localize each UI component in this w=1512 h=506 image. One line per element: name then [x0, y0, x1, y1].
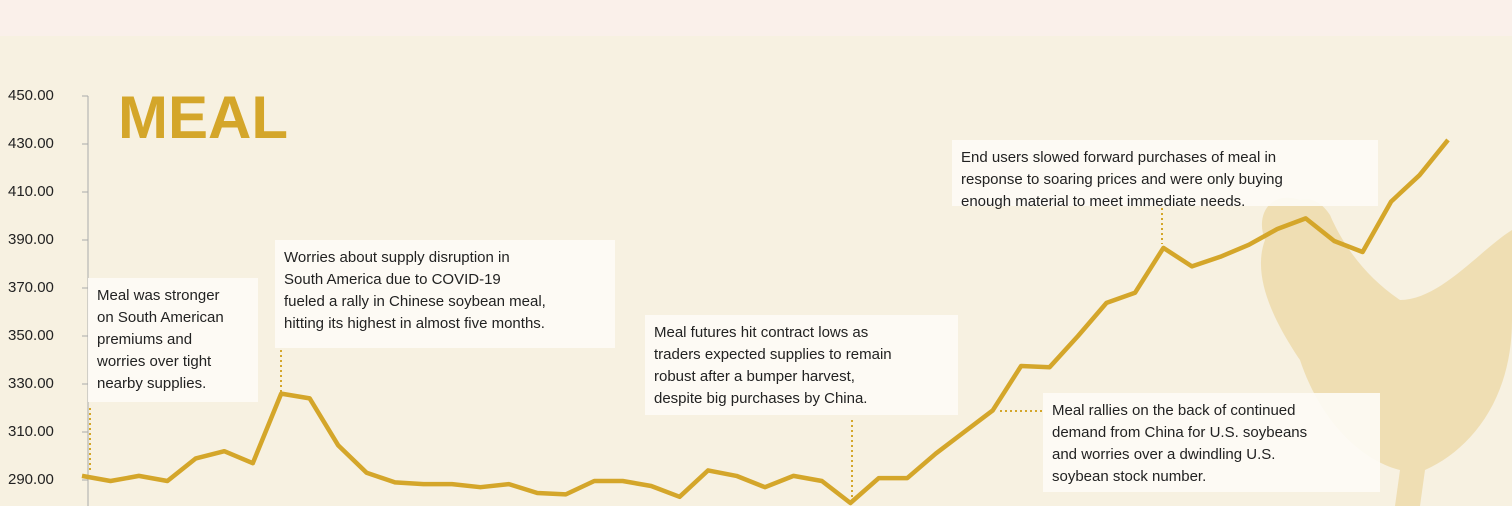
annotation-text: demand from China for U.S. soybeans — [1052, 424, 1307, 441]
annotation-text: soybean stock number. — [1052, 468, 1206, 485]
y-tick-label: 450.00 — [8, 87, 54, 104]
annotation-text: Meal futures hit contract lows as — [654, 324, 868, 341]
annotation-text: premiums and — [97, 331, 192, 348]
y-tick-label: 430.00 — [8, 135, 54, 152]
y-tick-label: 370.00 — [8, 279, 54, 296]
annotation-text: Meal rallies on the back of continued — [1052, 402, 1295, 419]
y-tick-label: 290.00 — [8, 471, 54, 488]
annotation-text: on South American — [97, 309, 224, 326]
chart: MEAL 290.00 310.00 330.00 350.00 370.00 390.0… — [0, 0, 1512, 506]
annotation-text: Worries about supply disruption in — [284, 249, 510, 266]
annotation-text: hitting its highest in almost five month… — [284, 315, 545, 332]
annotation-text: robust after a bumper harvest, — [654, 368, 855, 385]
top-band — [0, 0, 1512, 36]
annotation-text: End users slowed forward purchases of me… — [961, 149, 1276, 166]
annotation-text: traders expected supplies to remain — [654, 346, 892, 363]
annotation-text: South America due to COVID-19 — [284, 271, 501, 288]
y-tick-label: 350.00 — [8, 327, 54, 344]
annotation-text: Meal was stronger — [97, 287, 220, 304]
annotation-text: enough material to meet immediate needs. — [961, 193, 1245, 210]
annotation-text: worries over tight — [96, 353, 212, 370]
annotation-text: nearby supplies. — [97, 375, 206, 392]
annotation-text: despite big purchases by China. — [654, 390, 867, 407]
annotation-text: response to soaring prices and were only… — [961, 171, 1283, 188]
annotation-text: and worries over a dwindling U.S. — [1052, 446, 1275, 463]
y-tick-label: 390.00 — [8, 231, 54, 248]
annotation-text: fueled a rally in Chinese soybean meal, — [284, 293, 546, 310]
y-tick-label: 310.00 — [8, 423, 54, 440]
y-tick-label: 410.00 — [8, 183, 54, 200]
y-tick-label: 330.00 — [8, 375, 54, 392]
chart-title: MEAL — [118, 84, 288, 151]
